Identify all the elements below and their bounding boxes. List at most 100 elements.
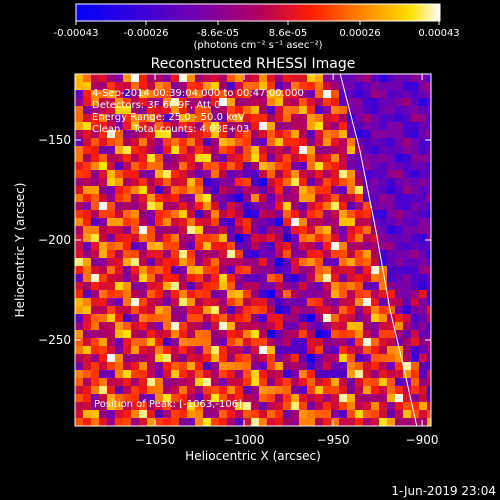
heatmap-cell bbox=[187, 202, 195, 210]
heatmap-cell bbox=[243, 394, 251, 402]
heatmap-cell bbox=[219, 290, 227, 298]
heatmap-cell bbox=[339, 130, 347, 138]
heatmap-cell bbox=[155, 82, 163, 90]
heatmap-cell bbox=[75, 298, 83, 306]
heatmap-cell bbox=[403, 194, 411, 202]
heatmap-cell bbox=[347, 106, 355, 114]
heatmap-cell bbox=[355, 122, 363, 130]
heatmap-cell bbox=[195, 146, 203, 154]
heatmap-cell bbox=[419, 314, 427, 322]
heatmap-cell bbox=[307, 218, 315, 226]
heatmap-cell bbox=[203, 378, 211, 386]
heatmap-cell bbox=[331, 234, 339, 242]
heatmap-cell bbox=[355, 338, 363, 346]
heatmap-cell bbox=[107, 202, 115, 210]
heatmap-cell bbox=[91, 386, 99, 394]
heatmap-cell bbox=[171, 178, 179, 186]
heatmap-cell bbox=[195, 202, 203, 210]
heatmap-cell bbox=[395, 226, 403, 234]
heatmap-cell bbox=[267, 170, 275, 178]
heatmap-cell bbox=[107, 298, 115, 306]
colorbar bbox=[75, 3, 441, 22]
heatmap-cell bbox=[171, 386, 179, 394]
heatmap-cell bbox=[107, 98, 115, 106]
heatmap-cell bbox=[83, 98, 91, 106]
heatmap-cell bbox=[403, 82, 411, 90]
heatmap-cell bbox=[323, 186, 331, 194]
heatmap-cell bbox=[411, 106, 419, 114]
heatmap-cell bbox=[187, 378, 195, 386]
heatmap-cell bbox=[339, 282, 347, 290]
heatmap-cell bbox=[83, 250, 91, 258]
heatmap-cell bbox=[131, 90, 139, 98]
heatmap-cell bbox=[419, 114, 427, 122]
heatmap-cell bbox=[91, 106, 99, 114]
heatmap-cell bbox=[331, 218, 339, 226]
heatmap-cell bbox=[379, 114, 387, 122]
heatmap-cell bbox=[419, 98, 427, 106]
heatmap-cell bbox=[379, 226, 387, 234]
heatmap-cell bbox=[75, 162, 83, 170]
heatmap-cell bbox=[251, 314, 259, 322]
heatmap-cell bbox=[331, 298, 339, 306]
heatmap-cell bbox=[379, 306, 387, 314]
heatmap-cell bbox=[323, 290, 331, 298]
heatmap-cell bbox=[163, 306, 171, 314]
heatmap-cell bbox=[115, 98, 123, 106]
heatmap-cell bbox=[227, 98, 235, 106]
heatmap-cell bbox=[331, 154, 339, 162]
heatmap-cell bbox=[227, 378, 235, 386]
heatmap-cell bbox=[347, 226, 355, 234]
heatmap-cell bbox=[187, 90, 195, 98]
heatmap-cell bbox=[195, 314, 203, 322]
heatmap-cell bbox=[187, 146, 195, 154]
heatmap-cell bbox=[195, 106, 203, 114]
heatmap-cell bbox=[331, 90, 339, 98]
heatmap-cell bbox=[91, 178, 99, 186]
heatmap-cell bbox=[363, 362, 371, 370]
heatmap-cell bbox=[267, 178, 275, 186]
heatmap-cell bbox=[403, 122, 411, 130]
heatmap-cell bbox=[323, 74, 331, 82]
heatmap-cell bbox=[187, 250, 195, 258]
heatmap-cell bbox=[115, 266, 123, 274]
heatmap-cell bbox=[395, 330, 403, 338]
heatmap-cell bbox=[139, 234, 147, 242]
heatmap-cell bbox=[403, 314, 411, 322]
heatmap-cell bbox=[355, 90, 363, 98]
heatmap-cell bbox=[91, 242, 99, 250]
heatmap-cell bbox=[115, 274, 123, 282]
heatmap-cell bbox=[203, 354, 211, 362]
heatmap-cell bbox=[259, 122, 267, 130]
heatmap-cell bbox=[379, 314, 387, 322]
heatmap-cell bbox=[107, 106, 115, 114]
heatmap-cell bbox=[163, 106, 171, 114]
heatmap-cell bbox=[291, 114, 299, 122]
heatmap-cell bbox=[299, 130, 307, 138]
heatmap-cell bbox=[371, 266, 379, 274]
heatmap-cell bbox=[307, 410, 315, 418]
heatmap-cell bbox=[115, 138, 123, 146]
heatmap-cell bbox=[187, 274, 195, 282]
heatmap-cell bbox=[403, 250, 411, 258]
heatmap-cell bbox=[83, 314, 91, 322]
heatmap-cell bbox=[187, 306, 195, 314]
heatmap-cell bbox=[235, 346, 243, 354]
heatmap-cell bbox=[387, 418, 395, 426]
heatmap-cell bbox=[131, 114, 139, 122]
heatmap-cell bbox=[315, 418, 323, 426]
heatmap-cell bbox=[275, 202, 283, 210]
heatmap-cell bbox=[331, 338, 339, 346]
heatmap-cell bbox=[179, 386, 187, 394]
heatmap-cell bbox=[347, 298, 355, 306]
heatmap-cell bbox=[307, 194, 315, 202]
heatmap-cell bbox=[403, 354, 411, 362]
heatmap-cell bbox=[187, 74, 195, 82]
heatmap-cell bbox=[123, 210, 131, 218]
heatmap-cell bbox=[147, 290, 155, 298]
heatmap-cell bbox=[267, 186, 275, 194]
heatmap-cell bbox=[395, 202, 403, 210]
heatmap-cell bbox=[227, 162, 235, 170]
heatmap-cell bbox=[387, 234, 395, 242]
heatmap-cell bbox=[163, 194, 171, 202]
